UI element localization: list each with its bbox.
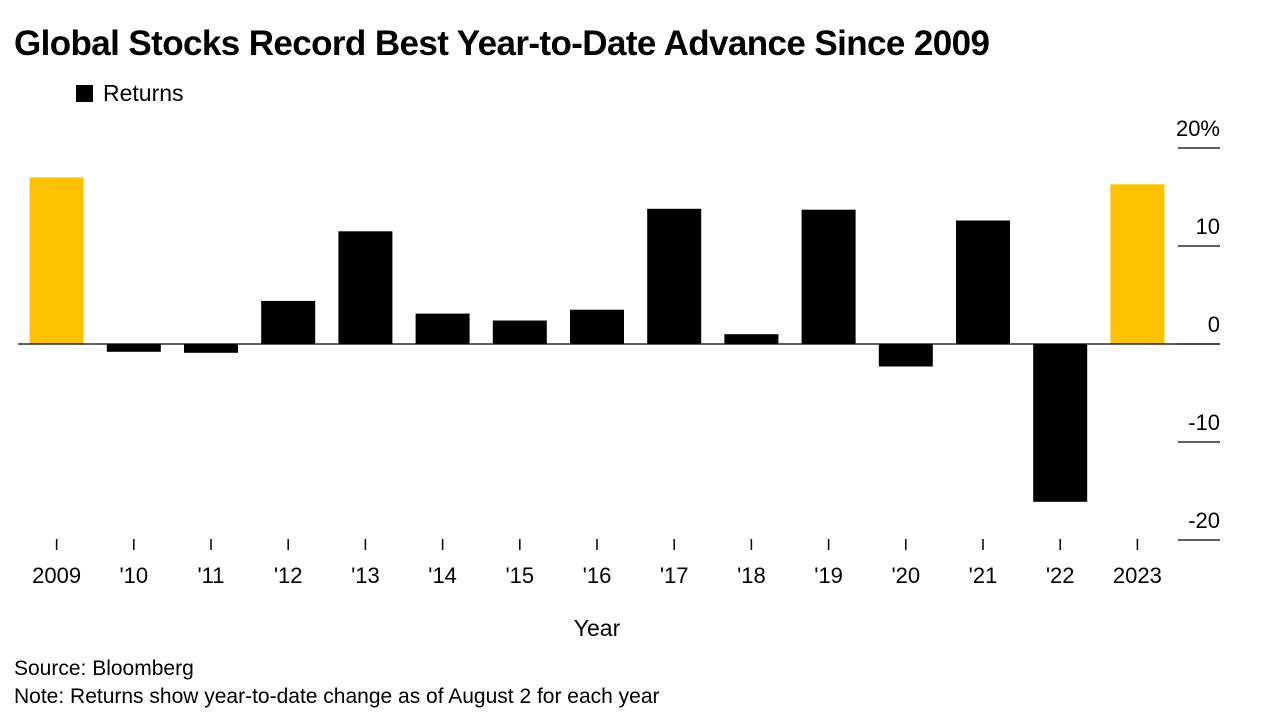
bar-chart: 20% 10 0 -10 -20 2009 '10 '11 '12 '13 '14 '15 '16 '1… <box>18 116 1220 641</box>
legend: Returns <box>76 80 184 107</box>
y-tick-label: 20% <box>1176 116 1220 141</box>
bars <box>29 177 1165 502</box>
source-text: Source: Bloomberg <box>14 657 194 680</box>
bar-2009 <box>29 177 84 344</box>
x-tick-label: '20 <box>891 563 920 588</box>
bar-22 <box>1033 344 1088 502</box>
y-tick-label: 10 <box>1196 214 1220 239</box>
y-tick-label: -10 <box>1188 410 1220 435</box>
bar-10 <box>106 344 161 352</box>
chart-title: Global Stocks Record Best Year-to-Date A… <box>14 24 990 63</box>
y-tick-label: 0 <box>1208 312 1220 337</box>
bar-16 <box>570 309 624 344</box>
x-tick-label: 2023 <box>1113 563 1162 588</box>
x-axis-title: Year <box>574 615 621 641</box>
x-tick-label: '21 <box>969 563 998 588</box>
bar-13 <box>338 231 393 344</box>
bar-15 <box>492 320 547 344</box>
bar-14 <box>415 313 470 344</box>
bar-17 <box>647 208 702 344</box>
legend-label: Returns <box>103 80 184 106</box>
x-tick-label: '14 <box>428 563 457 588</box>
x-tick-label: '12 <box>274 563 303 588</box>
x-axis: 2009 '10 '11 '12 '13 '14 '15 '16 '17 '18 '19 '20 '21… <box>32 539 1162 588</box>
bar-12 <box>261 300 316 344</box>
x-tick-label: '18 <box>737 563 766 588</box>
x-tick-label: 2009 <box>32 563 81 588</box>
bar-19 <box>801 209 856 344</box>
bar-11 <box>184 344 238 353</box>
x-tick-label: '19 <box>814 563 843 588</box>
bar-21 <box>956 220 1010 344</box>
x-tick-label: '16 <box>583 563 612 588</box>
y-tick-label: -20 <box>1188 508 1220 533</box>
x-tick-label: '17 <box>660 563 689 588</box>
x-tick-label: '15 <box>505 563 534 588</box>
x-tick-label: '10 <box>119 563 148 588</box>
bar-2023 <box>1110 184 1165 344</box>
y-axis: 20% 10 0 -10 -20 <box>1176 116 1220 541</box>
legend-swatch <box>76 85 93 102</box>
bar-18 <box>724 334 779 344</box>
bar-20 <box>878 344 933 367</box>
x-tick-label: '22 <box>1046 563 1075 588</box>
x-tick-label: '11 <box>197 563 224 588</box>
note-text: Note: Returns show year-to-date change a… <box>14 685 660 708</box>
x-tick-label: '13 <box>351 563 380 588</box>
